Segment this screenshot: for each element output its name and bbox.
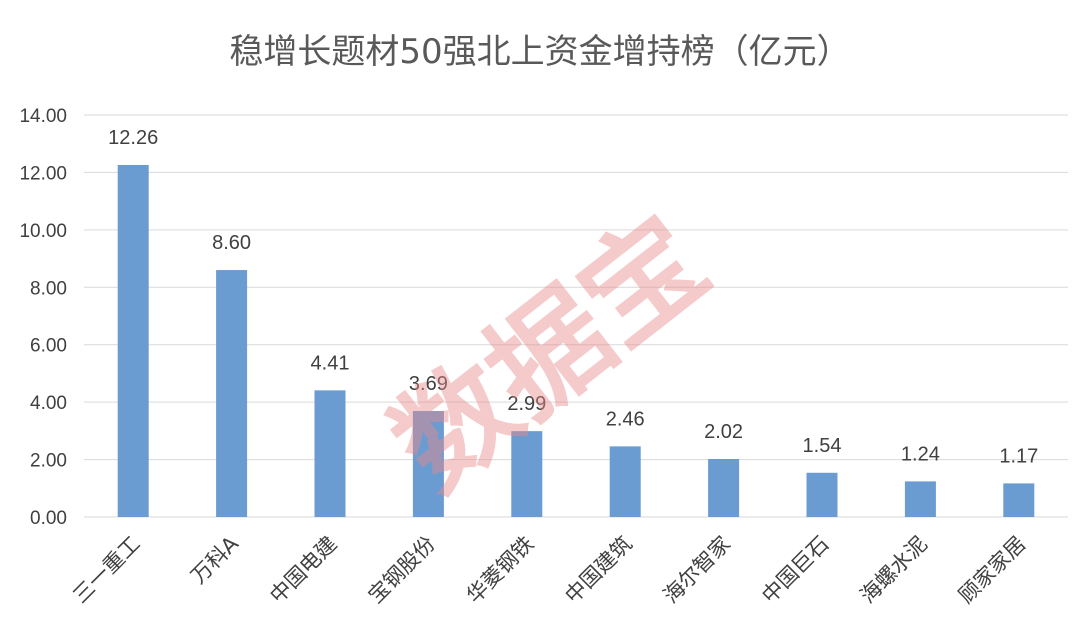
bar bbox=[904, 481, 936, 517]
bar bbox=[708, 458, 740, 517]
x-axis-ticks: 三一重工 万科A 中国电建 宝钢股份 华菱钢铁 中国建筑 海尔智家 中国巨石 海螺水泥 顾家家居 bbox=[68, 531, 1030, 608]
data-label: 3.69 bbox=[409, 373, 448, 395]
bar bbox=[412, 411, 444, 517]
data-labels: 12.26 8.60 4.41 3.69 2.99 2.46 2.02 1.54 1.24 1.1… bbox=[108, 127, 1038, 467]
x-tick-label: 中国电建 bbox=[265, 532, 341, 608]
bar bbox=[117, 164, 149, 517]
data-label: 1.24 bbox=[901, 443, 940, 465]
data-label: 8.60 bbox=[212, 232, 251, 254]
x-tick-label: 海尔智家 bbox=[659, 532, 735, 608]
bar bbox=[216, 270, 248, 517]
y-tick-label: 2.00 bbox=[30, 451, 67, 472]
y-tick-label: 0.00 bbox=[30, 508, 67, 529]
y-tick-label: 14.00 bbox=[19, 106, 67, 127]
bar bbox=[609, 446, 641, 517]
y-tick-label: 4.00 bbox=[30, 393, 67, 414]
x-tick-label: 华菱钢铁 bbox=[462, 532, 538, 608]
y-tick-label: 10.00 bbox=[19, 221, 67, 242]
chart-title: 稳增长题材50强北上资金增持榜（亿元） bbox=[229, 32, 850, 72]
x-tick-label: 中国建筑 bbox=[560, 532, 636, 608]
x-tick-label: 万科A bbox=[186, 531, 243, 588]
y-axis-ticks: 0.00 2.00 4.00 6.00 8.00 10.00 12.00 14.00 bbox=[19, 106, 67, 529]
x-tick-label: 宝钢股份 bbox=[364, 532, 440, 608]
data-label: 2.99 bbox=[507, 393, 546, 415]
y-tick-label: 8.00 bbox=[30, 278, 67, 299]
bar bbox=[806, 472, 838, 517]
data-label: 2.02 bbox=[704, 421, 743, 443]
x-tick-label: 中国巨石 bbox=[757, 532, 833, 608]
x-tick-label: 海螺水泥 bbox=[856, 532, 932, 608]
bar bbox=[1003, 483, 1035, 517]
data-label: 2.46 bbox=[606, 408, 645, 430]
x-tick-label: 三一重工 bbox=[68, 532, 144, 608]
bar bbox=[511, 431, 543, 517]
watermark: 数据宝 bbox=[368, 190, 732, 517]
data-label: 12.26 bbox=[108, 127, 158, 149]
y-tick-label: 12.00 bbox=[19, 163, 67, 184]
y-tick-label: 6.00 bbox=[30, 336, 67, 357]
bars bbox=[117, 164, 1035, 517]
gridlines bbox=[84, 114, 1068, 518]
data-label: 1.54 bbox=[803, 435, 842, 457]
data-label: 1.17 bbox=[999, 445, 1038, 467]
bar bbox=[314, 390, 346, 517]
x-tick-label: 顾家家居 bbox=[954, 532, 1030, 608]
data-label: 4.41 bbox=[311, 352, 350, 374]
